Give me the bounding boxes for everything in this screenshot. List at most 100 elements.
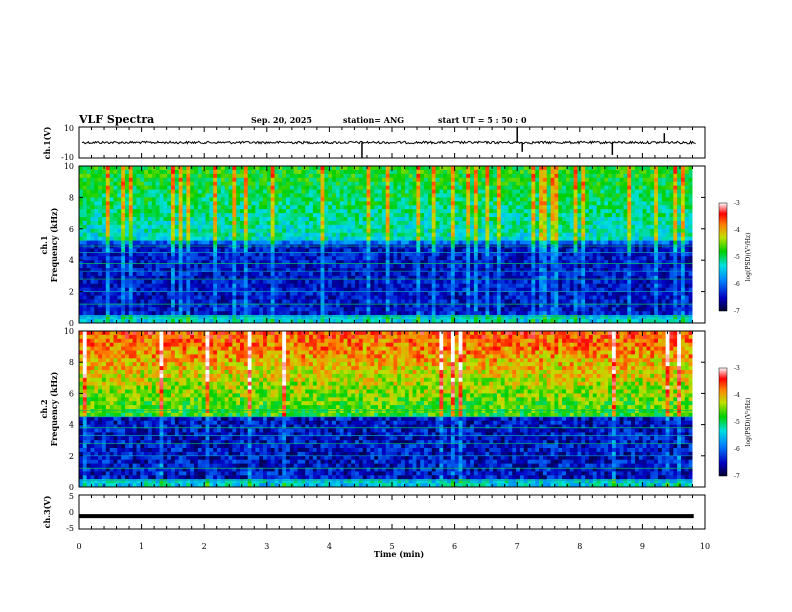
ch1-spectrogram-cell: [194, 217, 199, 222]
ch1-spectrogram-cell: [332, 177, 337, 183]
ch1-spectrogram-cell: [255, 201, 260, 206]
ch1-spectrogram-cell: [355, 271, 360, 277]
ch1-spectrogram-cell: [470, 291, 475, 296]
ch1-spectrogram-cell: [151, 252, 157, 257]
ch1-spectrogram-cell: [374, 248, 379, 253]
ch1-spectrogram-cell: [79, 295, 84, 300]
ch1-spectrogram-cell: [289, 283, 295, 289]
ch1-spectrogram-cell: [232, 205, 237, 210]
ch1-spectrogram-cell: [94, 307, 99, 312]
ch1-spectrogram-cell: [496, 232, 502, 238]
ch1-spectrogram-cell: [462, 264, 467, 269]
ch1-spectrogram-cell: [516, 252, 521, 257]
ch1-spectrogram-cell: [489, 193, 494, 198]
ch1-spectrogram-cell: [500, 185, 505, 190]
ch1-spectrogram-cell: [90, 193, 95, 198]
ch1-spectrogram-cell: [539, 173, 544, 179]
ch1-spectrogram-cell: [408, 173, 413, 179]
ch1-spectrogram-cell: [121, 240, 126, 245]
ch1-spectrogram-cell: [481, 268, 486, 273]
ch1-spectrogram-cell: [155, 271, 160, 277]
ch1-spectrogram-cell: [305, 252, 310, 257]
ch1-spectrogram-cell: [477, 252, 482, 257]
ch1-spectrogram-cell: [473, 166, 479, 171]
ch1-spectrogram-cell: [493, 303, 498, 308]
ch1-spectrogram-cell: [209, 295, 214, 300]
ch1-spectrogram-cell: [251, 205, 256, 210]
ch1-spectrogram-cell: [516, 213, 521, 218]
ch1-spectrogram-cell: [186, 236, 191, 241]
ch1-spectrogram-cell: [470, 236, 475, 241]
ch1-spectrogram-cell: [393, 260, 398, 265]
ch1-spectrogram-cell: [404, 244, 410, 249]
ch1-spectrogram-cell: [516, 209, 521, 214]
ch1-spectrogram-cell: [420, 169, 425, 175]
ch1-spectrogram-cell: [435, 197, 440, 202]
ch1-spectrogram-cell: [125, 319, 130, 324]
ch1-spectrogram-cell: [102, 232, 107, 238]
ch1-spectrogram-cell: [519, 248, 525, 253]
ch1-spectrogram-cell: [289, 173, 295, 179]
ch1-spectrogram-cell: [470, 287, 475, 293]
ch1-spectrogram-cell: [531, 248, 536, 253]
ch1-spectrogram-cell: [82, 228, 88, 234]
ch1-spectrogram-cell: [293, 295, 298, 300]
ch1-spectrogram-cell: [301, 287, 306, 293]
ch1-spectrogram-cell: [408, 256, 413, 261]
ch1-spectrogram-cell: [132, 271, 137, 277]
ch1-spectrogram-cell: [289, 197, 295, 202]
ch1-spectrogram-cell: [293, 169, 298, 175]
ch1-spectrogram-cell: [297, 283, 302, 289]
ch1-spectrogram-cell: [263, 209, 268, 214]
ch1-spectrogram-cell: [427, 181, 433, 187]
ch1-spectrogram-cell: [516, 232, 521, 238]
ch1-spectrogram-cell: [186, 275, 191, 281]
ch1-spectrogram-cell: [82, 248, 88, 253]
ch1-spectrogram-cell: [255, 256, 260, 261]
ch1-spectrogram-cell: [174, 173, 180, 179]
ch1-spectrogram-cell: [117, 275, 122, 281]
ch1-spectrogram-cell: [117, 197, 122, 202]
ch1-spectrogram-cell: [194, 256, 199, 261]
ch1-spectrogram-cell: [232, 248, 237, 253]
ch1-spectrogram-cell: [493, 213, 498, 218]
ch1-spectrogram-cell: [213, 166, 218, 171]
ch1-spectrogram-cell: [309, 189, 314, 194]
ch1-spectrogram-cell: [240, 189, 245, 194]
ch1-spectrogram-cell: [539, 260, 544, 265]
ch1-spectrogram-cell: [174, 283, 180, 289]
ch1-spectrogram-cell: [381, 201, 387, 206]
ch1-spectrogram-cell: [297, 319, 302, 324]
ch1-spectrogram-cell: [98, 232, 103, 238]
ch1-spectrogram-cell: [167, 185, 172, 190]
ch1-spectrogram-cell: [447, 228, 452, 234]
ch1-spectrogram-cell: [477, 205, 482, 210]
ch1-spectrogram-cell: [201, 236, 206, 241]
ch1-spectrogram-cell: [182, 256, 187, 261]
ch1-spectrogram-cell: [105, 169, 111, 175]
ch1-spectrogram-cell: [343, 287, 348, 293]
ch1-spectrogram-cell: [255, 236, 260, 241]
ch1-spectrogram-cell: [374, 291, 379, 296]
ch1-spectrogram-cell: [401, 311, 406, 316]
ch1-spectrogram-cell: [355, 268, 360, 273]
ch1-spectrogram-cell: [286, 224, 291, 230]
ch1-spectrogram-cell: [355, 185, 360, 190]
ch1-spectrogram-cell: [470, 275, 475, 281]
ch1-spectrogram-cell: [477, 236, 482, 241]
ch1-spectrogram-cell: [209, 201, 214, 206]
ch1-spectrogram-cell: [190, 205, 195, 210]
ch1-spectrogram-cell: [174, 232, 180, 238]
ch1-spectrogram-cell: [328, 166, 333, 171]
ch1-spectrogram-cell: [339, 299, 344, 304]
ch1-spectrogram-cell: [519, 295, 525, 300]
ch1-spectrogram-cell: [473, 279, 479, 285]
ch1-spectrogram-cell: [546, 236, 552, 241]
ch1-spectrogram-cell: [466, 260, 471, 265]
ch1-spectrogram-cell: [378, 166, 383, 171]
ch1-spectrogram-cell: [424, 173, 429, 179]
ch1-spectrogram-cell: [362, 315, 367, 320]
ch1-spectrogram-cell: [148, 319, 153, 324]
ch1-spectrogram-cell: [489, 169, 494, 175]
ch1-spectrogram-cell: [535, 240, 540, 245]
